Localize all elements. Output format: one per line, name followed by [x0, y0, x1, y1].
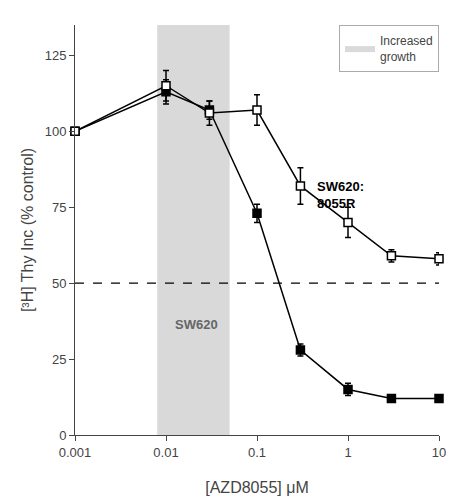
- svg-text:SW620:8055R: SW620:8055R: [317, 179, 364, 211]
- svg-text:100: 100: [45, 124, 67, 139]
- svg-text:0.1: 0.1: [248, 445, 266, 460]
- svg-text:25: 25: [52, 352, 66, 367]
- svg-text:75: 75: [52, 200, 66, 215]
- svg-text:50: 50: [52, 276, 66, 291]
- svg-text:0: 0: [59, 428, 66, 443]
- svg-text:SW620: SW620: [175, 317, 218, 332]
- svg-text:[AZD8055] μM: [AZD8055] μM: [205, 479, 308, 496]
- svg-text:[³H] Thy Inc (% control): [³H] Thy Inc (% control): [19, 148, 36, 312]
- svg-text:10: 10: [432, 445, 446, 460]
- svg-text:1: 1: [344, 445, 351, 460]
- svg-text:Increasedgrowth: Increasedgrowth: [380, 34, 433, 64]
- svg-text:0.001: 0.001: [59, 445, 92, 460]
- svg-text:125: 125: [45, 48, 67, 63]
- svg-text:0.01: 0.01: [153, 445, 178, 460]
